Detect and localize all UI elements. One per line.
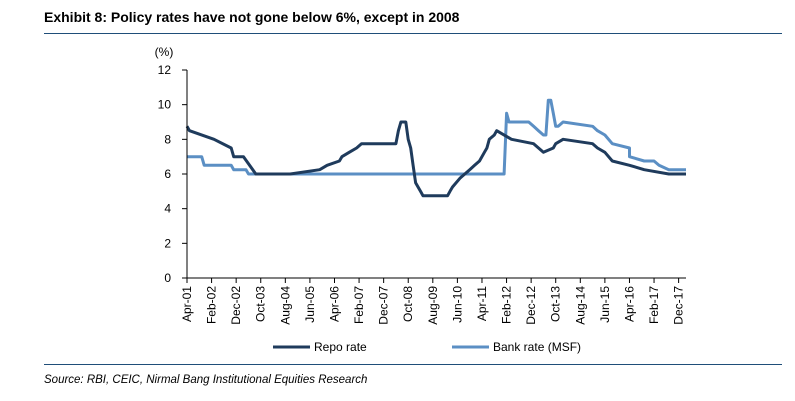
x-tick-label: Apr-11	[475, 286, 489, 321]
legend-label-repo: Repo rate	[314, 340, 367, 354]
x-tick-label: Feb-12	[500, 286, 514, 324]
title-rule	[44, 33, 782, 34]
y-axis-label: (%)	[155, 45, 174, 59]
x-tick-label: Apr-06	[327, 286, 341, 322]
series-line-repo-rate	[185, 120, 686, 198]
x-tick-label: Dec-17	[672, 286, 686, 325]
chart-title: Exhibit 8: Policy rates have not gone be…	[44, 9, 460, 25]
y-tick-label: 6	[164, 167, 171, 181]
x-tick-label: Feb-07	[352, 286, 366, 324]
y-tick-label: 12	[158, 63, 172, 77]
x-tick-label: Oct-13	[549, 286, 563, 322]
legend-label-bank: Bank rate (MSF)	[493, 340, 581, 354]
series-layer	[185, 98, 686, 198]
x-tick-label: Feb-17	[647, 286, 661, 324]
x-tick-label: Jun-15	[598, 286, 612, 323]
x-tick-label: Oct-03	[254, 286, 268, 322]
y-tick-label: 8	[164, 132, 171, 146]
x-tick-label: Dec-12	[524, 286, 538, 325]
x-tick-label: Jun-05	[303, 286, 317, 323]
x-tick-label: Aug-09	[426, 286, 440, 325]
x-tick-label: Apr-01	[180, 286, 194, 322]
x-tick-label: Aug-04	[278, 286, 292, 325]
legend: Repo rate Bank rate (MSF)	[273, 340, 581, 354]
y-tick-label: 0	[164, 271, 171, 285]
series-line-bank-rate	[187, 98, 686, 176]
y-axis: 0 2 4 6 8 10 12	[158, 63, 187, 285]
x-tick-label: Aug-14	[573, 286, 587, 325]
source-note: Source: RBI, CEIC, Nirmal Bang Instituti…	[44, 374, 368, 386]
y-tick-label: 2	[164, 236, 171, 250]
x-tick-label: Dec-02	[229, 286, 243, 325]
x-tick-label: Oct-08	[401, 286, 415, 322]
y-tick-label: 10	[158, 98, 172, 112]
x-tick-label: Dec-07	[377, 286, 391, 325]
x-tick-label: Jun-10	[450, 286, 464, 323]
source-rule	[44, 364, 782, 365]
x-axis: Apr-01 Feb-02 Dec-02 Oct-03 Aug-04 Jun-05 Apr-…	[180, 278, 686, 325]
y-tick-label: 4	[164, 202, 171, 216]
x-tick-label: Apr-16	[622, 286, 636, 322]
x-tick-label: Feb-02	[205, 286, 219, 324]
